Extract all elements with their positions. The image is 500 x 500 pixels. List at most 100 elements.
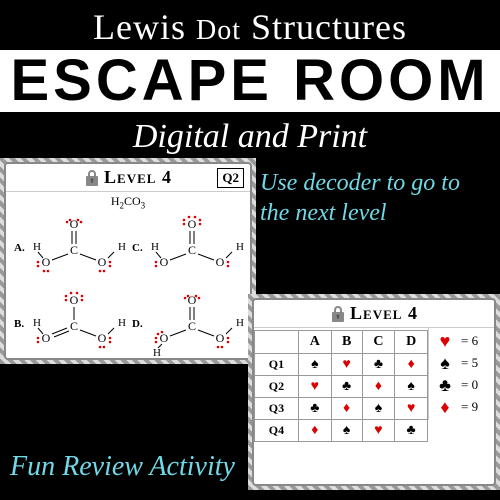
structure-a: A. C O O H O H — [12, 214, 126, 286]
digital-title: Digital and Print — [0, 112, 500, 162]
suit-cell: ♦ — [362, 376, 395, 398]
label-a: A. — [14, 242, 25, 254]
structure-d: D. C O O H O H — [130, 290, 244, 362]
title-lewis: Lewis — [93, 7, 186, 47]
suit-cell: ♠ — [362, 398, 395, 420]
suit-cell: ♥ — [395, 398, 428, 420]
legend-row: ♥ = 6 — [435, 332, 488, 350]
svg-text:H: H — [33, 241, 41, 253]
svg-text:O: O — [216, 331, 225, 345]
decoder-legend: ♥ = 6 ♠ = 5 ♣ = 0 ♦ = 9 — [428, 328, 494, 420]
legend-row: ♠ = 5 — [435, 354, 488, 372]
decoder-promo-text: Use decoder to go to the next level — [260, 168, 490, 228]
legend-val: = 5 — [461, 355, 478, 371]
lewis-structure-a: C O O H O H — [30, 214, 130, 286]
table-row: Q3♣♦♠♥ — [255, 398, 428, 420]
level-label-1: Level 4 — [104, 167, 172, 188]
col-a: A — [298, 331, 331, 354]
row-q1: Q1 — [255, 354, 299, 376]
svg-text:O: O — [42, 331, 51, 345]
svg-text:O: O — [98, 331, 107, 345]
svg-text:O: O — [160, 331, 169, 345]
legend-row: ♦ = 9 — [435, 398, 488, 416]
main-title: Lewis Dot Structures — [0, 0, 500, 50]
suit-cell: ♥ — [298, 376, 331, 398]
svg-text:O: O — [98, 255, 107, 269]
decoder-grid-wrap: A B C D Q1♠♥♣♦ Q2♥♣♦♠ Q3♣♦♠♥ Q4♦♠♥♣ ♥= 6… — [254, 328, 494, 442]
club-icon: ♣ — [435, 376, 455, 394]
legend-val: = 6 — [461, 333, 478, 349]
suit-cell: ♠ — [395, 376, 428, 398]
svg-text:H: H — [33, 317, 41, 329]
col-c: C — [362, 331, 395, 354]
decoder-table: A B C D Q1♠♥♣♦ Q2♥♣♦♠ Q3♣♦♠♥ Q4♦♠♥♣ — [254, 330, 428, 442]
svg-text:H: H — [118, 241, 126, 253]
legend-val: = 9 — [461, 399, 478, 415]
svg-text:O: O — [188, 217, 197, 231]
lewis-structure-d: C O O H O H — [148, 290, 248, 362]
question-badge: Q2 — [217, 168, 244, 188]
table-row: Q2♥♣♦♠ — [255, 376, 428, 398]
title-structures: Structures — [251, 7, 407, 47]
suit-cell: ♣ — [362, 354, 395, 376]
suit-cell: ♣ — [298, 398, 331, 420]
chemical-formula: H2CO3 — [6, 194, 250, 210]
svg-text:H: H — [236, 317, 244, 329]
structure-c: C. C O O H O H — [130, 214, 244, 286]
lock-icon — [330, 305, 346, 323]
title-dot: Dot — [196, 15, 241, 46]
svg-text:O: O — [70, 293, 79, 307]
suit-cell: ♦ — [298, 420, 331, 442]
fun-review-text: Fun Review Activity — [10, 449, 250, 484]
content-area: Level 4 Q2 H2CO3 A. C O O H — [0, 162, 500, 492]
label-d: D. — [132, 318, 143, 330]
heart-icon: ♥ — [435, 332, 455, 350]
row-q3: Q3 — [255, 398, 299, 420]
suit-cell: ♠ — [298, 354, 331, 376]
legend-row: ♣ = 0 — [435, 376, 488, 394]
table-row: Q4♦♠♥♣ — [255, 420, 428, 442]
suit-cell: ♦ — [395, 354, 428, 376]
decoder-card: Level 4 A B C D Q1♠♥♣♦ Q2♥♣♦♠ Q3♣♦♠♥ Q4♦… — [252, 298, 496, 486]
svg-text:H: H — [236, 241, 244, 253]
svg-text:H: H — [151, 241, 159, 253]
svg-text:O: O — [160, 255, 169, 269]
card1-header: Level 4 Q2 — [6, 164, 250, 192]
decoder-grid-left: A B C D Q1♠♥♣♦ Q2♥♣♦♠ Q3♣♦♠♥ Q4♦♠♥♣ — [254, 328, 428, 442]
svg-text:O: O — [42, 255, 51, 269]
lewis-structure-c: C O O H O H — [148, 214, 248, 286]
structures-grid: A. C O O H O H — [6, 212, 250, 364]
question-card: Level 4 Q2 H2CO3 A. C O O H — [4, 162, 252, 360]
svg-text:H: H — [118, 317, 126, 329]
svg-text:C: C — [188, 243, 196, 257]
svg-text:C: C — [188, 319, 196, 333]
table-row: Q1♠♥♣♦ — [255, 354, 428, 376]
row-q2: Q2 — [255, 376, 299, 398]
table-header-row: A B C D — [255, 331, 428, 354]
row-q4: Q4 — [255, 420, 299, 442]
svg-text:C: C — [70, 243, 78, 257]
escape-title: Escape Room — [0, 50, 500, 112]
formula-h: H — [111, 194, 120, 208]
suit-cell: ♥ — [362, 420, 395, 442]
suit-cell: ♣ — [331, 376, 362, 398]
formula-sub3: 3 — [141, 200, 146, 210]
label-c: C. — [132, 242, 143, 254]
suit-cell: ♥ — [331, 354, 362, 376]
suit-cell: ♣ — [395, 420, 428, 442]
label-b: B. — [14, 318, 24, 330]
lewis-structure-b: C O O H O H — [30, 290, 130, 362]
level-label-2: Level 4 — [350, 303, 418, 324]
svg-text:O: O — [216, 255, 225, 269]
col-b: B — [331, 331, 362, 354]
svg-text:C: C — [70, 319, 78, 333]
lock-icon — [84, 169, 100, 187]
legend-val: = 0 — [461, 377, 478, 393]
formula-co: CO — [124, 194, 141, 208]
suit-cell: ♠ — [331, 420, 362, 442]
spade-icon: ♠ — [435, 354, 455, 372]
card2-header: Level 4 — [254, 300, 494, 328]
svg-text:H: H — [153, 347, 161, 359]
suit-cell: ♦ — [331, 398, 362, 420]
diamond-icon: ♦ — [435, 398, 455, 416]
